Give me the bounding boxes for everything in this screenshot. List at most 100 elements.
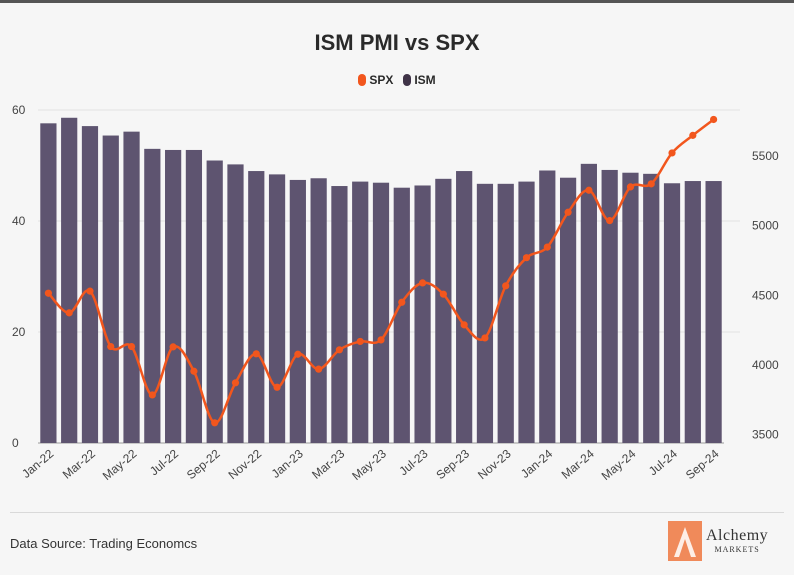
chart-title: ISM PMI vs SPX	[314, 30, 480, 55]
y-left-tick-label: 0	[12, 436, 19, 450]
bar-ism	[622, 172, 639, 443]
point-spx	[190, 367, 198, 375]
x-tick-label: Jan-24	[518, 446, 555, 481]
y-left-tick-label: 60	[12, 103, 26, 117]
point-spx	[211, 419, 219, 427]
bar-ism	[643, 173, 660, 443]
bar-ism	[123, 131, 140, 443]
point-spx	[460, 321, 468, 329]
bar-ism	[310, 178, 327, 443]
point-spx	[606, 217, 614, 225]
x-tick-label: Sep-24	[683, 446, 722, 482]
logo-name: Alchemy	[706, 527, 769, 544]
x-tick-label: May-24	[599, 446, 639, 483]
bar-ism	[456, 171, 473, 444]
bar-ism	[206, 160, 223, 443]
bar-ism	[81, 126, 99, 443]
point-spx	[647, 180, 655, 188]
x-tick-label: Jul-23	[396, 446, 430, 478]
bar-ism	[559, 177, 577, 443]
point-spx	[44, 289, 52, 297]
legend-label-ism: ISM	[414, 73, 436, 87]
legend-swatch-ism	[403, 74, 412, 86]
bar-ism	[165, 149, 182, 443]
y-left-tick-label: 40	[12, 214, 26, 228]
bar-ism	[372, 182, 390, 443]
bar-ism	[601, 169, 618, 443]
bar-ism	[435, 178, 452, 443]
point-spx	[86, 287, 94, 295]
y-right-tick-label: 3500	[752, 428, 779, 442]
x-tick-label: Mar-23	[309, 446, 347, 481]
legend-item-spx: SPX	[358, 73, 393, 87]
alchemy-logo-text: Alchemy MARKETS	[706, 528, 768, 554]
point-spx	[564, 208, 572, 216]
point-spx	[585, 186, 593, 194]
point-spx	[522, 254, 531, 262]
top-rule	[0, 0, 794, 3]
point-spx	[169, 343, 177, 351]
bar-ism	[289, 179, 306, 443]
bar-ism	[705, 181, 722, 444]
legend-item-ism: ISM	[403, 73, 436, 87]
point-spx	[273, 383, 281, 391]
point-spx	[335, 346, 344, 354]
bar-ism	[40, 123, 57, 443]
bar-ism	[268, 174, 286, 443]
bar-ism	[539, 170, 556, 443]
point-spx	[377, 336, 385, 344]
point-spx	[65, 309, 73, 317]
point-spx	[626, 183, 635, 191]
bar-ism	[518, 181, 535, 443]
y-right-tick-label: 5000	[752, 219, 779, 233]
bar-ism	[663, 183, 681, 443]
x-tick-label: Mar-22	[60, 446, 98, 481]
legend-swatch-spx	[358, 74, 367, 86]
x-tick-label: Mar-24	[559, 446, 597, 481]
y-right-tick-label: 5500	[752, 149, 779, 163]
legend-label-spx: SPX	[369, 73, 394, 87]
point-spx	[543, 243, 551, 251]
x-tick-label: May-23	[349, 446, 389, 483]
point-spx	[502, 282, 510, 290]
point-spx	[439, 290, 447, 298]
bar-ism	[414, 185, 431, 444]
bar-ism	[144, 148, 161, 443]
x-tick-label: Sep-22	[184, 446, 223, 482]
bar-ism	[684, 181, 701, 444]
x-tick-label: Nov-22	[226, 446, 265, 482]
x-tick-label: May-22	[100, 446, 140, 483]
bar-ism	[331, 186, 348, 443]
point-spx	[148, 391, 156, 399]
point-spx	[127, 342, 136, 351]
alchemy-logo-icon	[668, 521, 702, 561]
point-spx	[668, 149, 676, 157]
bar-ism	[580, 163, 597, 443]
y-right-tick-label: 4500	[752, 288, 779, 302]
y-left-tick-label: 20	[12, 325, 26, 339]
point-spx	[398, 298, 406, 306]
alchemy-logo: Alchemy MARKETS	[668, 521, 768, 561]
data-source: Data Source: Trading Economcs	[10, 536, 198, 551]
bar-ism	[476, 183, 494, 443]
x-tick-label: Nov-23	[475, 446, 514, 482]
x-tick-label: Jul-22	[147, 446, 181, 478]
bar-ism	[61, 117, 78, 444]
footer-divider	[10, 512, 784, 513]
x-tick-label: Jul-24	[646, 446, 680, 478]
x-tick-label: Jan-22	[19, 446, 56, 481]
bar-ism	[185, 149, 203, 443]
bar-ism	[497, 183, 514, 443]
bar-ism	[248, 171, 265, 444]
bar-ism	[227, 164, 244, 443]
legend: SPX ISM	[0, 73, 794, 87]
x-tick-label: Jan-23	[269, 446, 306, 481]
x-tick-label: Sep-23	[433, 446, 472, 482]
bar-ism	[352, 181, 369, 443]
point-spx	[418, 279, 427, 287]
bar-ism	[102, 135, 119, 443]
point-spx	[481, 334, 489, 342]
logo-sub: MARKETS	[714, 545, 760, 554]
y-right-tick-label: 4000	[752, 358, 779, 372]
point-spx	[107, 342, 115, 351]
